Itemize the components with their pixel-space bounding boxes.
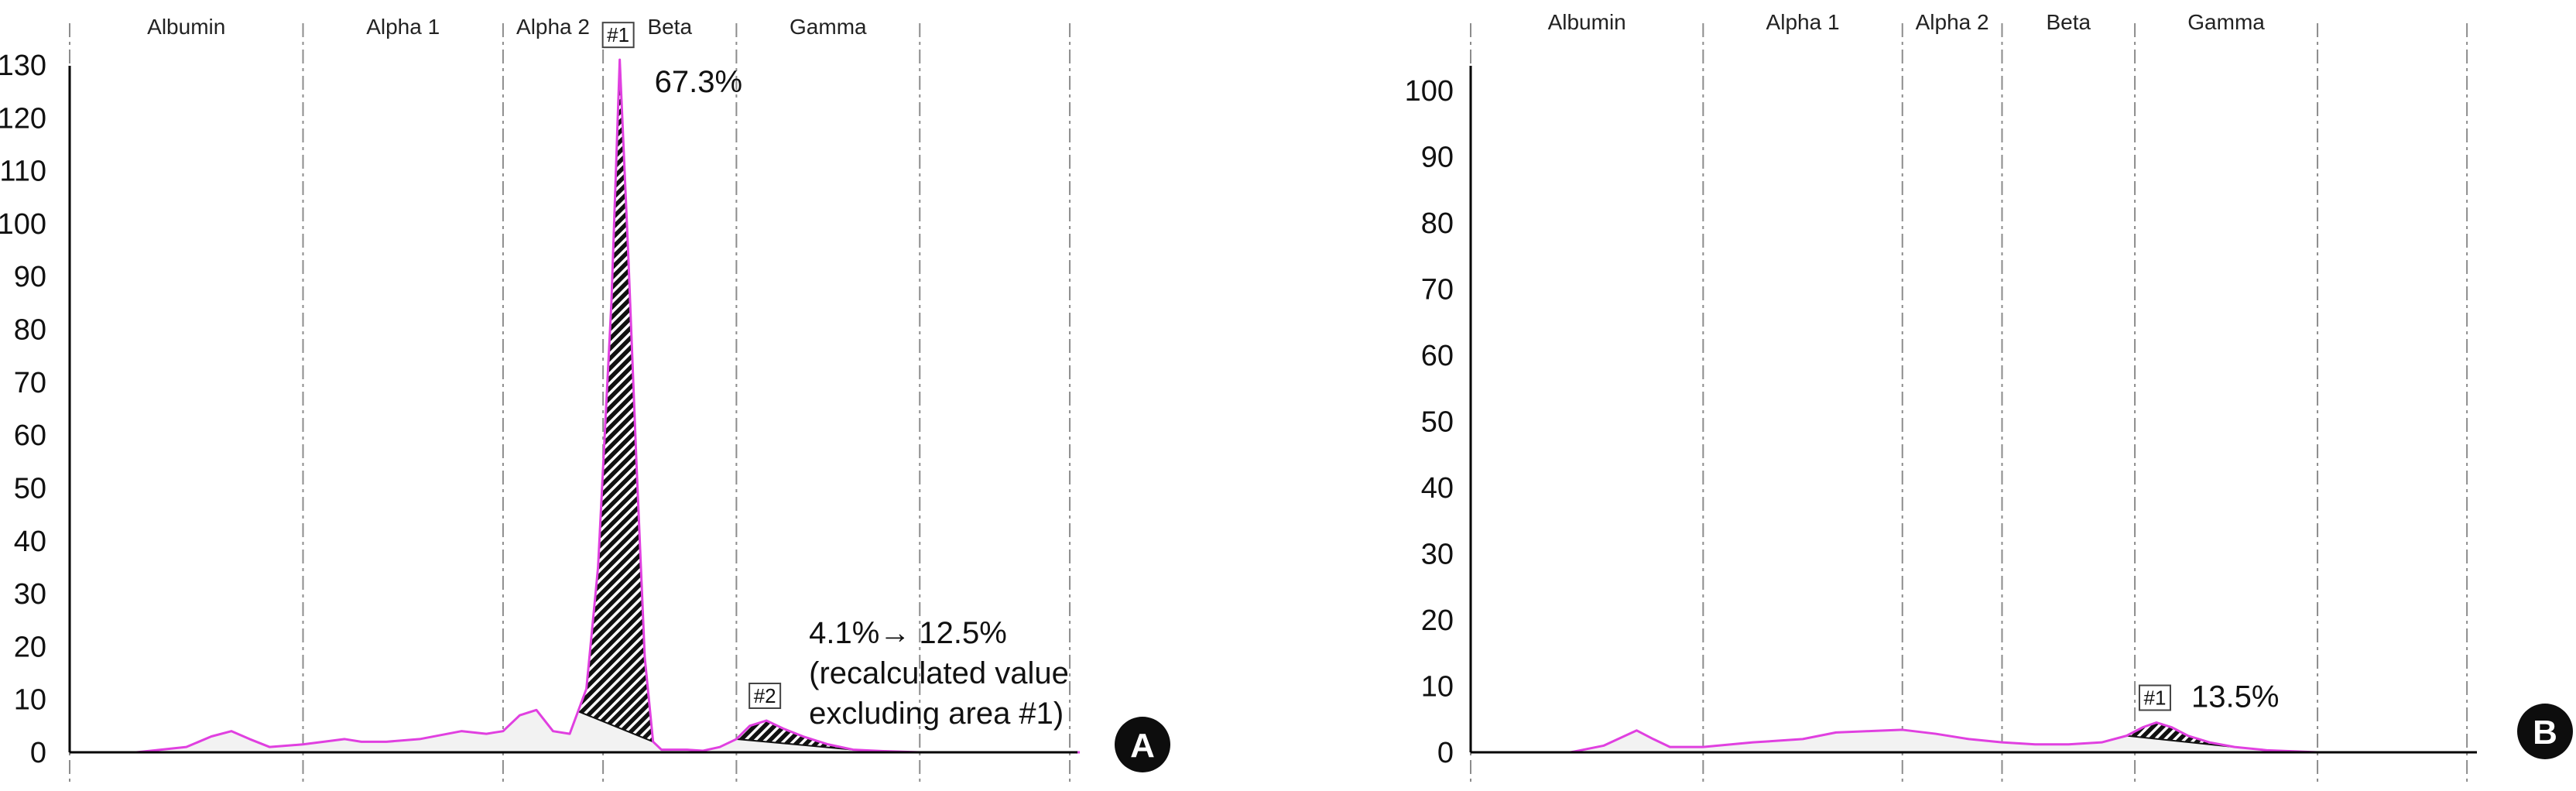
densitometry-trace-line (1471, 721, 2477, 754)
y-tick-label: 40 (14, 526, 46, 558)
panel-badge-label: B (2533, 714, 2557, 752)
y-tick-label: 100 (0, 208, 46, 241)
panel-badge-circle (2517, 704, 2573, 759)
fraction-label-gamma: Gamma (2187, 10, 2265, 34)
fraction-label-alpha-2: Alpha 2 (516, 15, 590, 39)
y-tick-label: 120 (0, 102, 46, 135)
y-tick-label: 90 (14, 261, 46, 293)
peak-1-tag-label: #1 (2144, 687, 2167, 710)
peak-2-tag-box (748, 683, 782, 710)
peak-1-tag-label: #1 (607, 23, 629, 46)
peak-1-percent-label: 67.3% (655, 65, 742, 99)
peak-2-note-line: (recalculated value (809, 656, 1069, 690)
peak-1-tag-box (601, 22, 635, 49)
fraction-label-alpha-1: Alpha 1 (366, 15, 440, 39)
panel-b-chart: Albumin Alpha 1 Alpha 2 Beta Gamma 0 10 20 30 40 5… (1405, 10, 2573, 786)
peak-2-note-line: excluding area #1) (809, 697, 1064, 731)
y-tick-label: 130 (0, 50, 46, 82)
y-tick-label: 100 (1405, 75, 1454, 108)
fraction-label-alpha-2: Alpha 2 (1916, 10, 1989, 34)
y-tick-label: 10 (1421, 671, 1454, 704)
y-tick-label: 80 (14, 314, 46, 347)
y-tick-label: 110 (0, 156, 46, 188)
y-tick-label: 50 (14, 472, 46, 505)
trace-area-fill (1471, 722, 2477, 752)
y-tick-label: 60 (1421, 340, 1454, 372)
y-tick-label: 50 (1421, 406, 1454, 439)
y-tick-label: 70 (14, 367, 46, 399)
y-tick-label: 80 (1421, 207, 1454, 240)
y-tick-label: 60 (14, 419, 46, 452)
y-tick-label: 40 (1421, 472, 1454, 505)
peak-1-percent-label: 13.5% (2191, 680, 2279, 714)
fraction-label-beta: Beta (647, 15, 692, 39)
fraction-label-beta: Beta (2046, 10, 2091, 34)
y-tick-label: 0 (1437, 737, 1454, 769)
y-tick-label: 30 (14, 578, 46, 611)
peak-1-tag-box (2138, 684, 2171, 711)
panel-a-chart: Albumin Alpha 1 Alpha 2 Beta Gamma 0 10 20 30 40 5… (0, 15, 1170, 786)
panel-badge-circle (1115, 717, 1170, 772)
fraction-label-alpha-1: Alpha 1 (1766, 10, 1840, 34)
y-tick-label: 0 (30, 737, 46, 769)
fraction-label-albumin: Albumin (1548, 10, 1626, 34)
peak-2-percent-label: 4.1%→ 12.5% (809, 616, 1007, 650)
fraction-label-albumin: Albumin (147, 15, 225, 39)
y-tick-label: 10 (14, 684, 46, 717)
panel-badge-label: A (1130, 727, 1155, 765)
y-tick-label: 70 (1421, 274, 1454, 306)
y-tick-label: 20 (14, 631, 46, 663)
fraction-label-gamma: Gamma (790, 15, 867, 39)
y-tick-label: 20 (1421, 604, 1454, 637)
y-tick-label: 90 (1421, 142, 1454, 174)
peak-2-tag-label: #2 (754, 684, 776, 707)
y-tick-label: 30 (1421, 539, 1454, 571)
densitometry-trace-line (70, 58, 1080, 754)
